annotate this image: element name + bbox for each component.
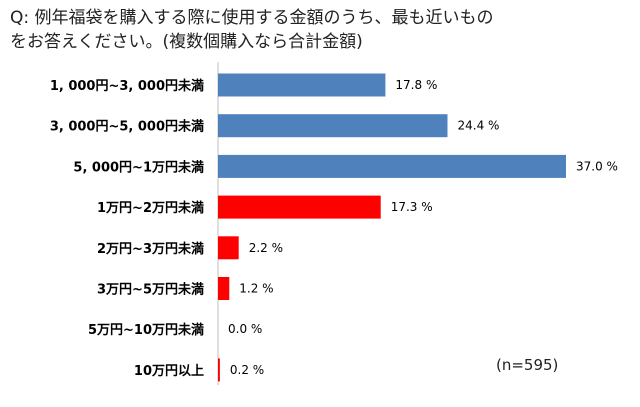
category-label: 1万円~2万円未満	[97, 200, 204, 216]
bar	[218, 73, 386, 97]
category-label: 2万円~3万円未満	[97, 241, 204, 257]
bar	[218, 277, 230, 300]
bar	[218, 358, 220, 382]
chart-title: Q: 例年福袋を購入する際に使用する金額のうち、最も近いもの をお答えください。…	[10, 6, 630, 54]
bar	[218, 236, 239, 260]
bar	[218, 195, 381, 219]
title-line-2: をお答えください。(複数個購入なら合計金額)	[10, 32, 363, 52]
bar	[218, 154, 566, 178]
value-label: 0.0 %	[228, 322, 262, 336]
title-line-1: Q: 例年福袋を購入する際に使用する金額のうち、最も近いもの	[10, 8, 494, 28]
value-label: 17.3 %	[391, 200, 433, 214]
value-label: 17.8 %	[395, 78, 437, 92]
value-label: 37.0 %	[576, 159, 618, 173]
sample-size-note: (n=595)	[496, 356, 559, 374]
category-label: 3, 000円~5, 000円未満	[50, 119, 204, 135]
bar	[218, 114, 448, 138]
value-label: 0.2 %	[230, 363, 264, 377]
category-label: 1, 000円~3, 000円未満	[50, 78, 204, 94]
category-label: 5, 000円~1万円未満	[73, 159, 204, 175]
category-label: 3万円~5万円未満	[97, 282, 204, 298]
value-label: 2.2 %	[249, 241, 283, 255]
value-label: 1.2 %	[239, 282, 273, 296]
category-label: 5万円~10万円未満	[88, 322, 204, 338]
category-label: 10万円以上	[134, 364, 204, 379]
value-label: 24.4 %	[457, 119, 499, 133]
